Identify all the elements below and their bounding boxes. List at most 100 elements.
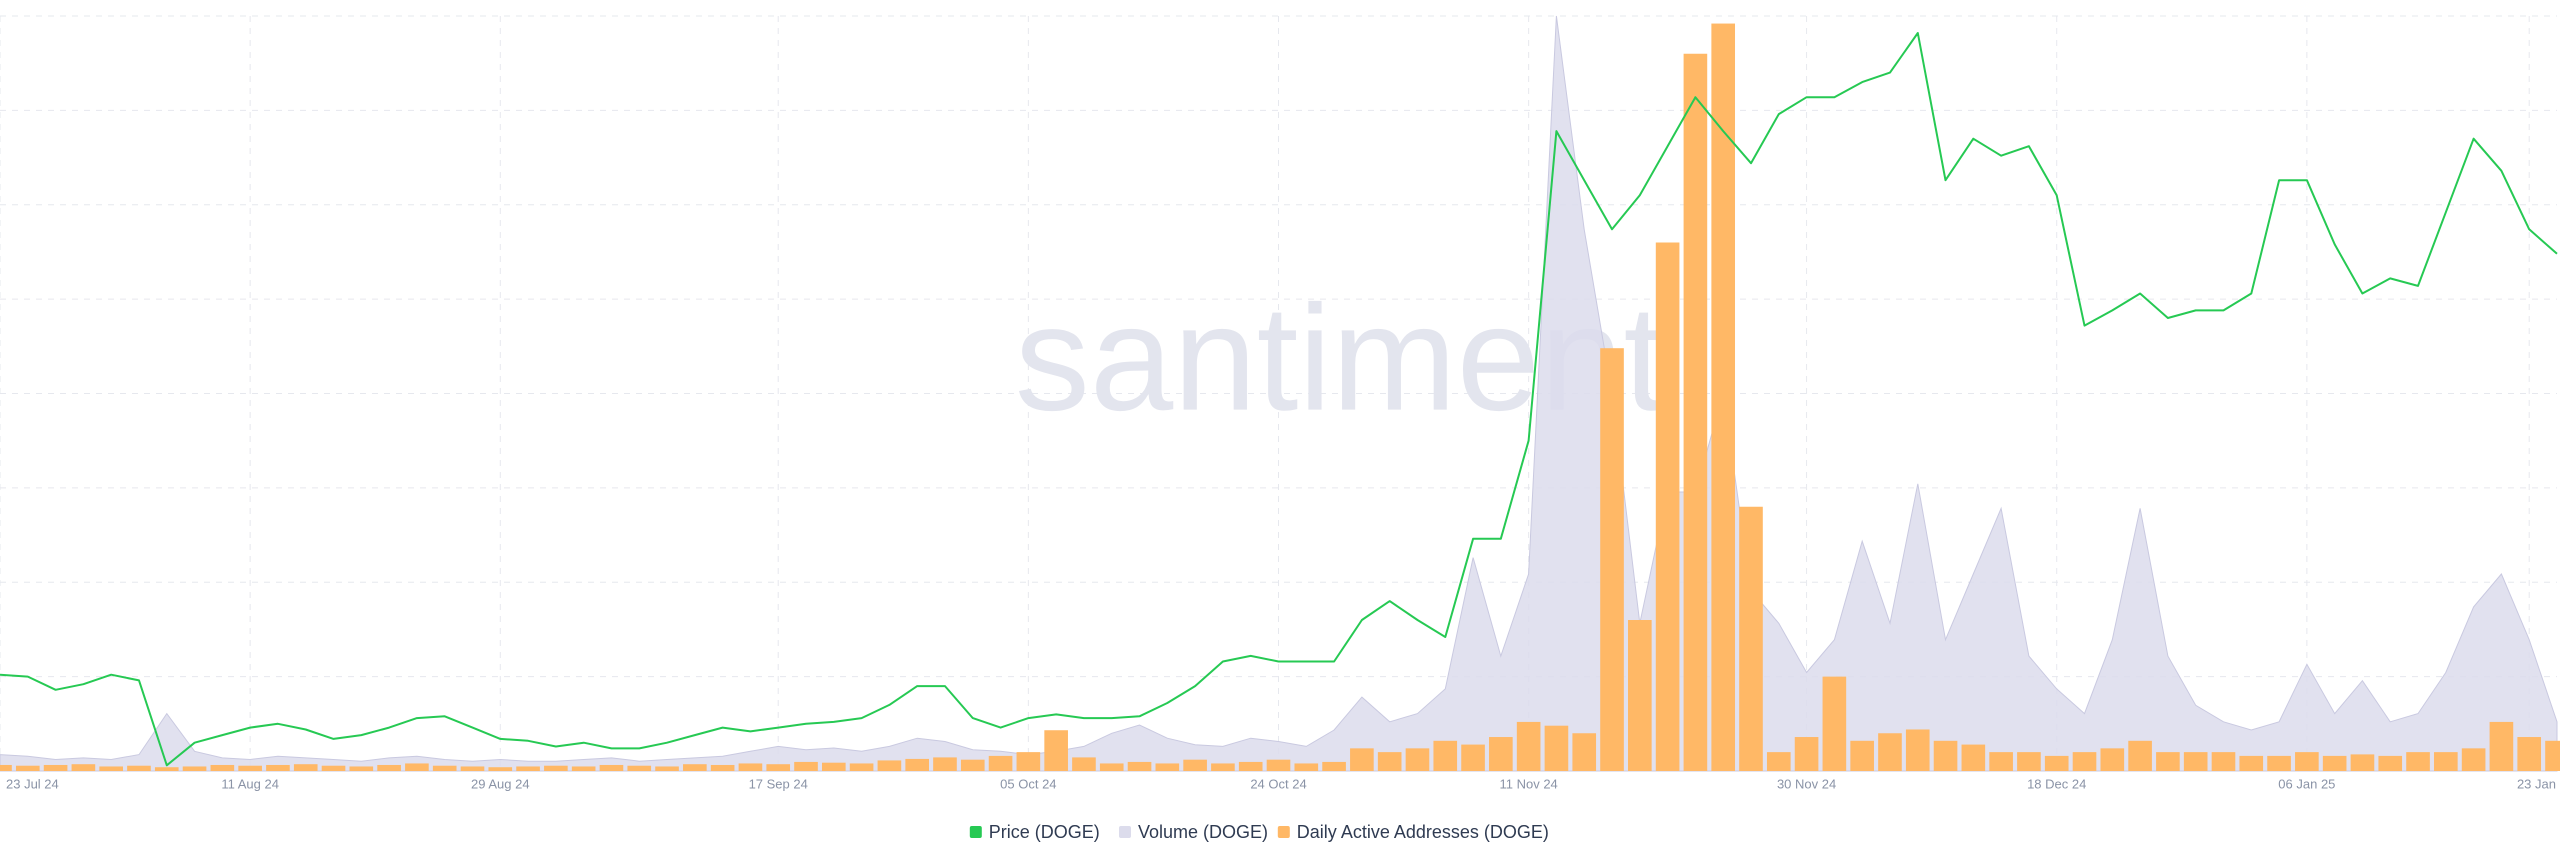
bar [1405, 748, 1430, 771]
bar [710, 764, 735, 771]
bar [1822, 676, 1847, 771]
bar [1711, 23, 1736, 772]
bar [516, 766, 540, 771]
marks [0, 15, 2560, 772]
bar [293, 764, 318, 771]
bar [1016, 752, 1041, 771]
bar [1155, 763, 1180, 771]
price-line [0, 32, 2558, 767]
bar [1766, 752, 1791, 771]
bar [1099, 763, 1124, 771]
bar [460, 766, 485, 771]
x-tick-label: 23 Jan [2517, 776, 2556, 791]
bar [2044, 755, 2069, 771]
bar [1072, 757, 1096, 771]
bar [1322, 761, 1346, 771]
bar [238, 765, 262, 771]
bar [2128, 740, 2152, 771]
x-tick-label: 06 Jan 25 [2278, 776, 2335, 791]
bar [1850, 740, 1874, 771]
bar [1878, 733, 1902, 771]
bar [1961, 744, 1986, 771]
bar [794, 761, 818, 771]
x-tick-label: 30 Nov 24 [1777, 776, 1836, 791]
bar [1461, 744, 1485, 771]
x-tick-label: 17 Sep 24 [749, 776, 808, 791]
legend: Price (DOGE) Volume (DOGE) Daily Active Ad… [969, 822, 1549, 842]
bar [1350, 748, 1374, 771]
bar [1600, 348, 1624, 771]
bar [127, 765, 151, 771]
bar [1266, 759, 1291, 771]
bar [1294, 763, 1319, 771]
bar [405, 763, 429, 771]
bar [1516, 721, 1541, 771]
bar [571, 766, 596, 771]
bar [182, 766, 207, 771]
bar [599, 764, 624, 771]
legend-swatch [969, 826, 982, 838]
bar [1905, 729, 1930, 771]
bar [2239, 755, 2264, 771]
bar [71, 764, 96, 771]
volume-area [0, 15, 2558, 772]
x-tick-label: 18 Dec 24 [2027, 776, 2086, 791]
bar [2156, 752, 2180, 771]
bar [544, 765, 568, 771]
bar [1628, 620, 1652, 771]
bar [2017, 752, 2041, 771]
bar [2211, 752, 2236, 771]
bar [1655, 242, 1680, 771]
bar [210, 764, 235, 771]
bar [1183, 759, 1207, 771]
bar [2406, 752, 2430, 771]
bar [2489, 721, 2514, 771]
bar [1127, 761, 1152, 771]
bar [2461, 748, 2486, 771]
bar [1683, 53, 1708, 771]
bar [821, 762, 846, 771]
bar [99, 766, 123, 771]
x-tick-label: 11 Nov 24 [1499, 776, 1557, 791]
x-tick-label: 24 Oct 24 [1250, 776, 1306, 791]
bar [377, 764, 401, 771]
bar [1989, 752, 2013, 771]
bar [15, 765, 40, 771]
bar [349, 766, 374, 771]
bar [933, 757, 957, 771]
bar [1211, 763, 1235, 771]
legend-label: Volume (DOGE) [1138, 822, 1268, 842]
bar [2267, 755, 2291, 771]
legend-swatch [1277, 826, 1290, 838]
legend-label: Daily Active Addresses (DOGE) [1297, 822, 1549, 842]
bar [988, 755, 1013, 771]
bar [877, 760, 902, 771]
bar [488, 767, 513, 771]
bar [1739, 506, 1763, 771]
bar [321, 765, 346, 771]
bar [627, 765, 652, 771]
bar [1794, 737, 1819, 771]
bar [766, 764, 791, 771]
bar [266, 764, 290, 771]
bar [1489, 737, 1513, 771]
bar [432, 765, 457, 771]
x-tick-label: 23 Jul 24 [6, 776, 59, 791]
bar [2183, 752, 2208, 771]
x-tick-label: 29 Aug 24 [471, 776, 530, 791]
bar [2100, 748, 2125, 771]
bar [738, 763, 763, 771]
bar [960, 759, 985, 771]
legend-swatch [1119, 826, 1131, 838]
bar [2072, 752, 2097, 771]
bar [683, 764, 707, 771]
bar [1544, 725, 1569, 771]
bar [655, 766, 679, 771]
bar [2545, 740, 2560, 771]
bar [0, 764, 12, 771]
bar [1572, 733, 1597, 771]
bar [2378, 755, 2403, 771]
bar [1933, 740, 1958, 771]
